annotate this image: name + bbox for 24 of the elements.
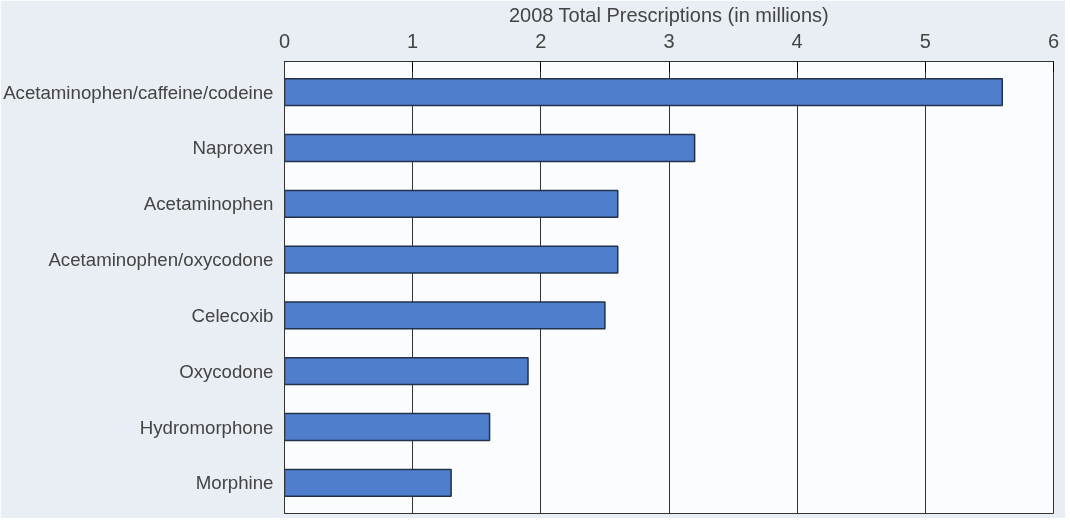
y-tick-label: Naproxen [192, 137, 274, 159]
x-tick-label: 5 [919, 29, 931, 52]
y-tick-label: Hydromorphone [139, 416, 274, 438]
x-tick-label: 2 [535, 29, 547, 52]
x-tick-label: 4 [791, 29, 803, 52]
x-tick-label: 0 [278, 29, 291, 52]
y-tick-label: Morphine [195, 472, 274, 494]
x-tick-label: 1 [407, 29, 419, 52]
y-tick-label: Celecoxib [191, 304, 274, 326]
bar [284, 468, 452, 497]
bar [284, 301, 606, 330]
y-tick-label: Acetaminophen/oxycodone [48, 249, 274, 271]
bar [284, 245, 619, 274]
y-tick-label: Acetaminophen [143, 193, 274, 215]
x-axis-title: 2008 Total Prescriptions (in millions) [508, 3, 829, 26]
y-tick-label: Acetaminophen/caffeine/codeine [3, 81, 274, 103]
bar [284, 357, 529, 386]
bar [284, 189, 619, 218]
x-tick-label: 3 [663, 29, 675, 52]
bar [284, 78, 1003, 107]
bar [284, 133, 696, 163]
y-tick-label: Oxycodone [179, 360, 274, 382]
x-tick-label: 6 [1047, 29, 1060, 52]
bar [284, 412, 491, 442]
